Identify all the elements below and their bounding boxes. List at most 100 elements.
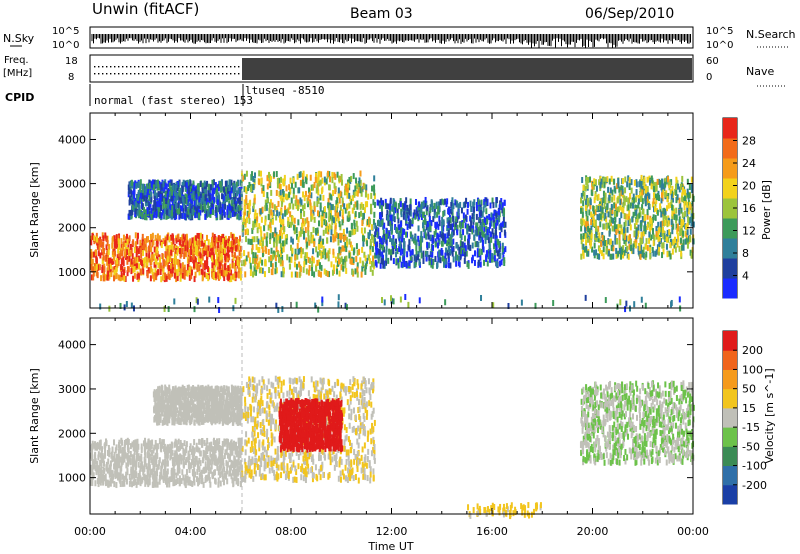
power-cell <box>337 233 340 240</box>
power-cell <box>681 212 684 219</box>
power-cell <box>92 251 95 258</box>
power-cell <box>458 221 461 228</box>
power-cell <box>495 218 498 225</box>
power-cell <box>257 246 260 253</box>
power-cell <box>140 260 143 267</box>
power-cell <box>343 235 346 242</box>
power-cell <box>239 245 242 252</box>
power-cell <box>299 230 302 237</box>
power-cell <box>253 213 256 220</box>
power-cell <box>239 198 242 205</box>
power-cell <box>339 258 342 265</box>
power-cell <box>227 271 230 278</box>
power-cell <box>238 204 241 211</box>
power-cell <box>243 250 246 257</box>
power-cell <box>328 223 331 230</box>
power-cell <box>335 215 338 222</box>
power-cell <box>582 249 585 256</box>
power-cell <box>193 262 196 269</box>
power-cell <box>211 240 214 247</box>
power-cell <box>115 234 118 241</box>
power-cell <box>165 197 168 204</box>
power-cell <box>129 243 132 250</box>
power-cell <box>643 225 646 232</box>
power-cell <box>234 265 237 272</box>
power-cell <box>260 170 263 177</box>
power-cell <box>223 247 226 254</box>
power-cell <box>385 203 388 210</box>
power-cell <box>411 218 414 225</box>
power-cell <box>195 262 198 269</box>
power-cell <box>203 271 206 278</box>
power-cell <box>247 251 250 258</box>
power-cell <box>92 267 95 274</box>
power-cell <box>296 204 299 211</box>
power-cell <box>661 189 664 196</box>
power-cell <box>195 235 198 242</box>
power-cell <box>440 240 443 247</box>
power-cell <box>475 205 478 212</box>
power-cell <box>582 200 585 207</box>
power-cell <box>456 254 459 261</box>
power-cell <box>345 255 348 262</box>
power-cell <box>679 226 682 233</box>
power-cell <box>397 262 400 269</box>
power-cell <box>613 194 616 201</box>
power-cell <box>230 179 233 186</box>
power-cell <box>631 202 634 209</box>
power-cell <box>369 218 372 225</box>
power-cell <box>230 276 233 283</box>
power-cell <box>661 230 664 237</box>
power-cell <box>114 250 117 257</box>
power-cell <box>296 253 299 260</box>
power-cell <box>230 232 233 239</box>
nave-point <box>186 66 188 68</box>
power-cell <box>370 224 373 231</box>
power-cell <box>594 225 597 232</box>
power-cell <box>137 272 140 279</box>
power-cell <box>300 252 303 259</box>
power-cell <box>584 185 587 192</box>
power-cell <box>219 244 222 251</box>
power-cell <box>128 195 131 202</box>
power-cell <box>356 203 359 210</box>
power-cell <box>353 228 356 235</box>
power-cell <box>162 238 165 245</box>
power-cell <box>389 220 392 227</box>
power-cell <box>184 245 187 252</box>
power-cell <box>240 252 243 259</box>
power-cell <box>208 251 211 258</box>
power-cell <box>496 219 499 226</box>
power-cell <box>91 232 94 239</box>
power-cell <box>219 214 222 221</box>
power-cell <box>269 176 272 183</box>
power-cell <box>374 222 377 229</box>
power-cell <box>455 216 458 223</box>
power-cell <box>275 246 278 253</box>
power-cell <box>422 200 425 207</box>
power-cell <box>278 191 281 198</box>
power-cell <box>193 203 196 210</box>
power-cell <box>198 265 201 272</box>
power-cell <box>451 206 454 213</box>
power-cell <box>341 219 344 226</box>
power-cell <box>392 234 395 241</box>
power-cell <box>331 218 334 225</box>
power-cell <box>185 198 188 205</box>
freq-tick-high: 18 <box>65 56 78 67</box>
power-cell <box>180 271 183 278</box>
power-cell <box>276 182 279 189</box>
power-cell <box>351 229 354 236</box>
power-cell <box>204 213 207 220</box>
freq-point <box>166 73 168 75</box>
power-cell <box>475 213 478 220</box>
power-cell <box>464 245 467 252</box>
power-cell <box>263 225 266 232</box>
nave-point <box>118 66 120 68</box>
power-cell <box>400 227 403 234</box>
power-cell <box>333 229 336 236</box>
power-cell <box>198 200 201 207</box>
power-cell <box>430 199 433 206</box>
power-cell <box>340 256 343 263</box>
power-cell <box>582 252 585 259</box>
